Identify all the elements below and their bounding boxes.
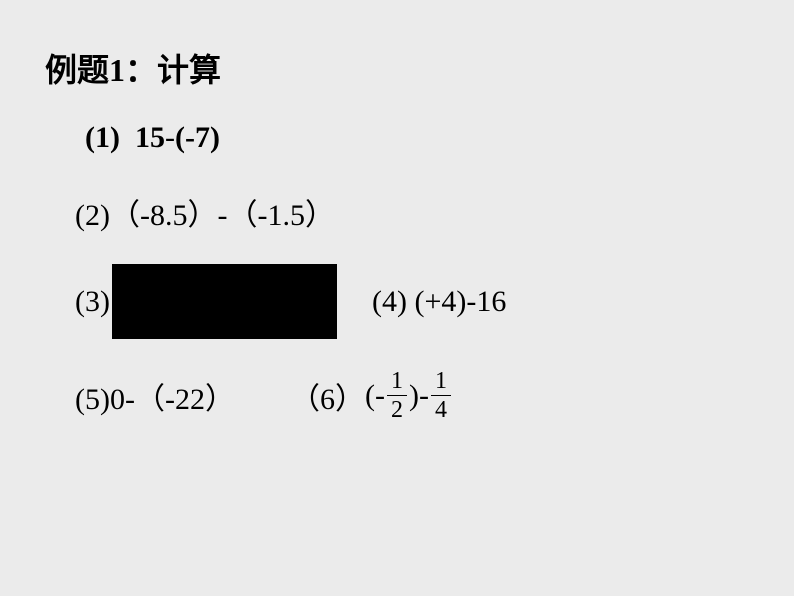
problem-6-label: （6）: [290, 374, 365, 418]
row-problems-5-6: (5)0-（-22） （6） (- 1 2 )- 1 4: [75, 369, 749, 422]
problem-2-label: (2): [75, 199, 110, 232]
problem-1-a: 15: [135, 121, 165, 154]
content-container: 例题1：计算 (1) 15-(-7) (2)（-8.5）-（-1.5） (3) …: [0, 0, 794, 422]
redacted-box: [112, 264, 337, 339]
problem-6-expression: (- 1 2 )- 1 4: [365, 369, 453, 422]
problem-2: (2)（-8.5）-（-1.5）: [75, 190, 749, 234]
problem-4-expr: (+4)-16: [414, 285, 506, 318]
fraction-2-den: 4: [431, 395, 451, 422]
problem-5-label: (5): [75, 383, 110, 416]
problem-6-mid: )-: [409, 379, 429, 413]
problem-1: (1) 15-(-7): [85, 121, 749, 155]
problem-6: （6） (- 1 2 )- 1 4: [290, 369, 453, 422]
problem-1-b: (-7): [175, 121, 220, 154]
problem-6-prefix: (-: [365, 379, 385, 413]
fraction-1-den: 2: [387, 395, 407, 422]
problem-2-expr: （-8.5）-（-1.5）: [110, 199, 335, 232]
problem-4: (4) (+4)-16: [372, 285, 506, 319]
problem-1-label: (1): [85, 121, 120, 154]
fraction-2: 1 4: [431, 369, 451, 422]
fraction-1: 1 2: [387, 369, 407, 422]
problem-5: (5)0-（-22）: [75, 374, 235, 418]
fraction-2-num: 1: [431, 369, 451, 395]
minus-sign: -: [165, 121, 175, 154]
problem-5-expr: 0-（-22）: [110, 383, 235, 416]
row-problems-3-4: (3) (4) (+4)-16: [75, 264, 749, 339]
problem-3-label: (3): [75, 285, 110, 319]
example-title: 例题1：计算: [45, 45, 749, 91]
problem-3: (3): [75, 264, 337, 339]
problem-4-label: (4): [372, 285, 407, 318]
fraction-1-num: 1: [387, 369, 407, 395]
